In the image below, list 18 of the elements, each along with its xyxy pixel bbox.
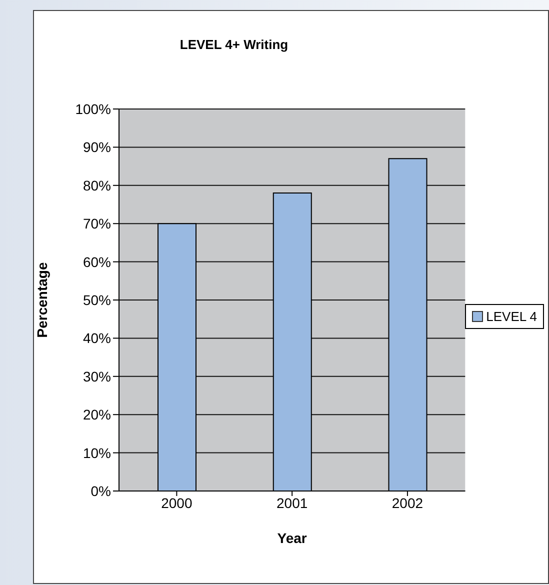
- y-tick-label: 60%: [82, 254, 111, 270]
- y-tick-label: 50%: [82, 292, 111, 308]
- x-tick-label: 2002: [392, 494, 424, 511]
- y-tick-label: 90%: [82, 139, 111, 156]
- chart-title: LEVEL 4+ Writing: [178, 37, 290, 52]
- y-tick-label: 80%: [82, 177, 111, 194]
- y-tick-label: 70%: [82, 216, 111, 232]
- x-tick-label: 2001: [276, 494, 308, 511]
- y-tick-label: 20%: [82, 406, 111, 423]
- y-tick-label: 40%: [82, 330, 111, 346]
- x-axis-title: Year: [277, 530, 308, 546]
- y-tick-label: 30%: [82, 368, 111, 384]
- y-tick-label: 0%: [90, 482, 111, 499]
- y-tick-label: 10%: [82, 444, 111, 461]
- x-tick-label: 2000: [161, 494, 192, 511]
- y-tick-label: 100%: [75, 100, 111, 117]
- y-axis-title: Percentage: [34, 262, 50, 338]
- legend-label: LEVEL 4: [486, 308, 537, 324]
